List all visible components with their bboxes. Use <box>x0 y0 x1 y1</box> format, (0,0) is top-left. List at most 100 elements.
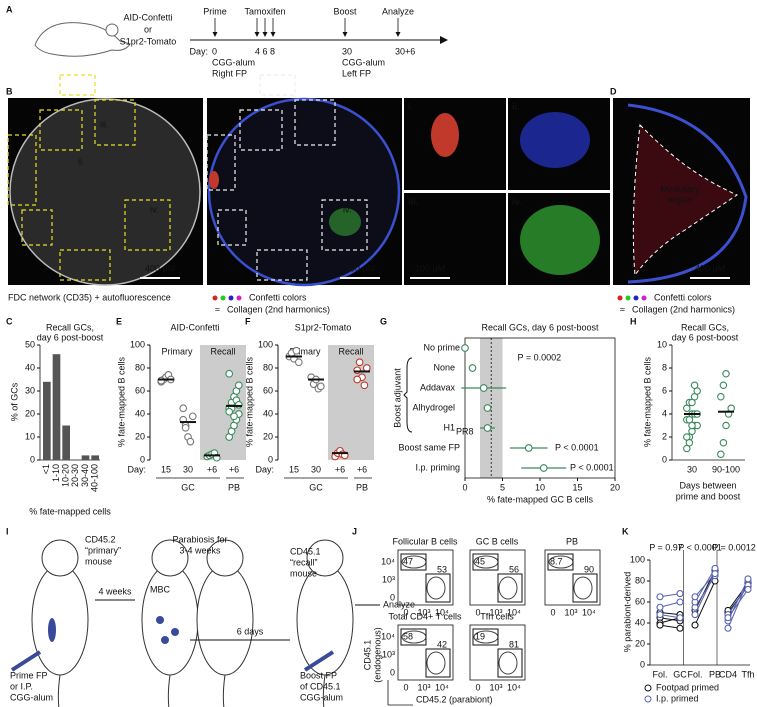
region-box <box>321 199 368 251</box>
data-point <box>676 614 684 622</box>
tail <box>222 674 226 707</box>
y-tick-label: 100 <box>630 554 645 564</box>
flow-plot <box>469 624 526 681</box>
gate <box>425 648 451 678</box>
label: prime and boost <box>676 491 741 501</box>
label: FDC network (CD35) + autofluorescence <box>8 292 171 302</box>
x-tick-label: 10³ <box>417 682 430 692</box>
label: iii. <box>300 119 309 129</box>
label: Tfh cells <box>480 611 514 621</box>
region-box <box>7 134 37 206</box>
data-point <box>225 407 234 416</box>
data-point <box>656 593 664 601</box>
legend-dot <box>236 295 242 301</box>
y-tick-label: 0 <box>30 454 35 464</box>
label: Boost FP <box>300 670 337 680</box>
gate <box>572 573 598 603</box>
label: iv. <box>343 204 351 214</box>
label: iv. <box>150 204 158 214</box>
panel-label: G <box>380 316 387 326</box>
data-point <box>360 381 369 390</box>
label: Boost <box>333 6 357 16</box>
label: P < 0.0001 <box>555 442 599 452</box>
label: 58 <box>403 631 413 641</box>
label: 4 6 8 <box>255 46 275 56</box>
node-capsule <box>627 103 748 284</box>
y-tick-label: 10⁴ <box>381 556 395 566</box>
label: CGG-alum <box>342 57 385 67</box>
region-box <box>239 109 283 151</box>
data-point <box>717 392 725 401</box>
x-tick-label: 15 <box>289 464 299 474</box>
data-point <box>719 381 728 389</box>
data-point <box>691 621 699 629</box>
label: P = 0.97 <box>649 542 683 552</box>
data-point <box>691 611 699 619</box>
gate <box>497 648 523 678</box>
arrowhead <box>440 36 448 44</box>
label: Medullary <box>660 184 700 194</box>
data-point <box>157 376 166 385</box>
data-point <box>461 344 469 352</box>
label: Parabiosis for <box>172 534 227 544</box>
data-point <box>724 614 732 622</box>
region-box <box>294 99 336 146</box>
y-tick-label: 20 <box>635 638 645 648</box>
bar <box>43 381 51 460</box>
x-tick-label: 5 <box>500 482 505 492</box>
label: CD45.2 (parabiont) <box>416 694 493 704</box>
label: day 6 post-boost <box>37 332 104 342</box>
mouse-head <box>151 539 189 577</box>
gate <box>547 553 574 571</box>
region-box <box>59 74 96 96</box>
region-box <box>217 209 247 246</box>
medulla-outline <box>632 123 739 277</box>
label: CGG-alum <box>10 692 53 702</box>
gate <box>472 553 499 571</box>
region-box <box>39 109 83 151</box>
data-point <box>483 424 492 432</box>
mouse-body <box>196 564 254 676</box>
region-box <box>259 74 296 96</box>
x-tick-label: 1-10 <box>51 464 61 482</box>
label: PR8 <box>456 426 474 436</box>
legend-label: I.p. primed <box>656 693 699 703</box>
y-tick-label: 60 <box>263 385 273 395</box>
flow-contour <box>426 576 446 600</box>
label: mouse <box>85 556 112 566</box>
label: ii. <box>78 156 85 166</box>
y-tick-label: 4 <box>662 408 667 418</box>
data-point <box>362 364 371 372</box>
bar <box>81 455 90 460</box>
legend-label: Footpad primed <box>656 682 719 692</box>
legend-dot <box>228 295 234 301</box>
label: CD45.2 <box>85 534 116 544</box>
y-tick-label: 20 <box>135 431 145 441</box>
label: PB <box>356 482 368 492</box>
scale-bar-label: 400 μM <box>345 263 375 273</box>
x-tick-label: 40-100 <box>90 464 100 492</box>
region-box <box>124 199 171 251</box>
flow-contour <box>573 576 593 600</box>
gate <box>400 553 427 571</box>
axis-label: % parabiont-derived <box>622 572 632 653</box>
panel-label: C <box>6 316 13 326</box>
y-tick-label: 0 <box>268 454 273 464</box>
data-point <box>656 603 664 611</box>
label: “recall” <box>290 557 318 567</box>
x-tick-label: 10⁴ <box>582 607 596 617</box>
data-point <box>691 593 699 601</box>
y-tick-label: 40 <box>263 408 273 418</box>
data-point <box>181 423 190 432</box>
panel-label: K <box>622 526 629 536</box>
panel-label: A <box>6 4 13 14</box>
data-point <box>744 585 752 593</box>
ear <box>105 23 119 37</box>
x-tick-label: 10⁴ <box>435 607 449 617</box>
label: GC <box>181 482 195 492</box>
data-point <box>234 381 243 390</box>
label: iii. <box>408 196 418 206</box>
label: Day: <box>189 46 208 56</box>
arrowhead <box>270 32 276 37</box>
